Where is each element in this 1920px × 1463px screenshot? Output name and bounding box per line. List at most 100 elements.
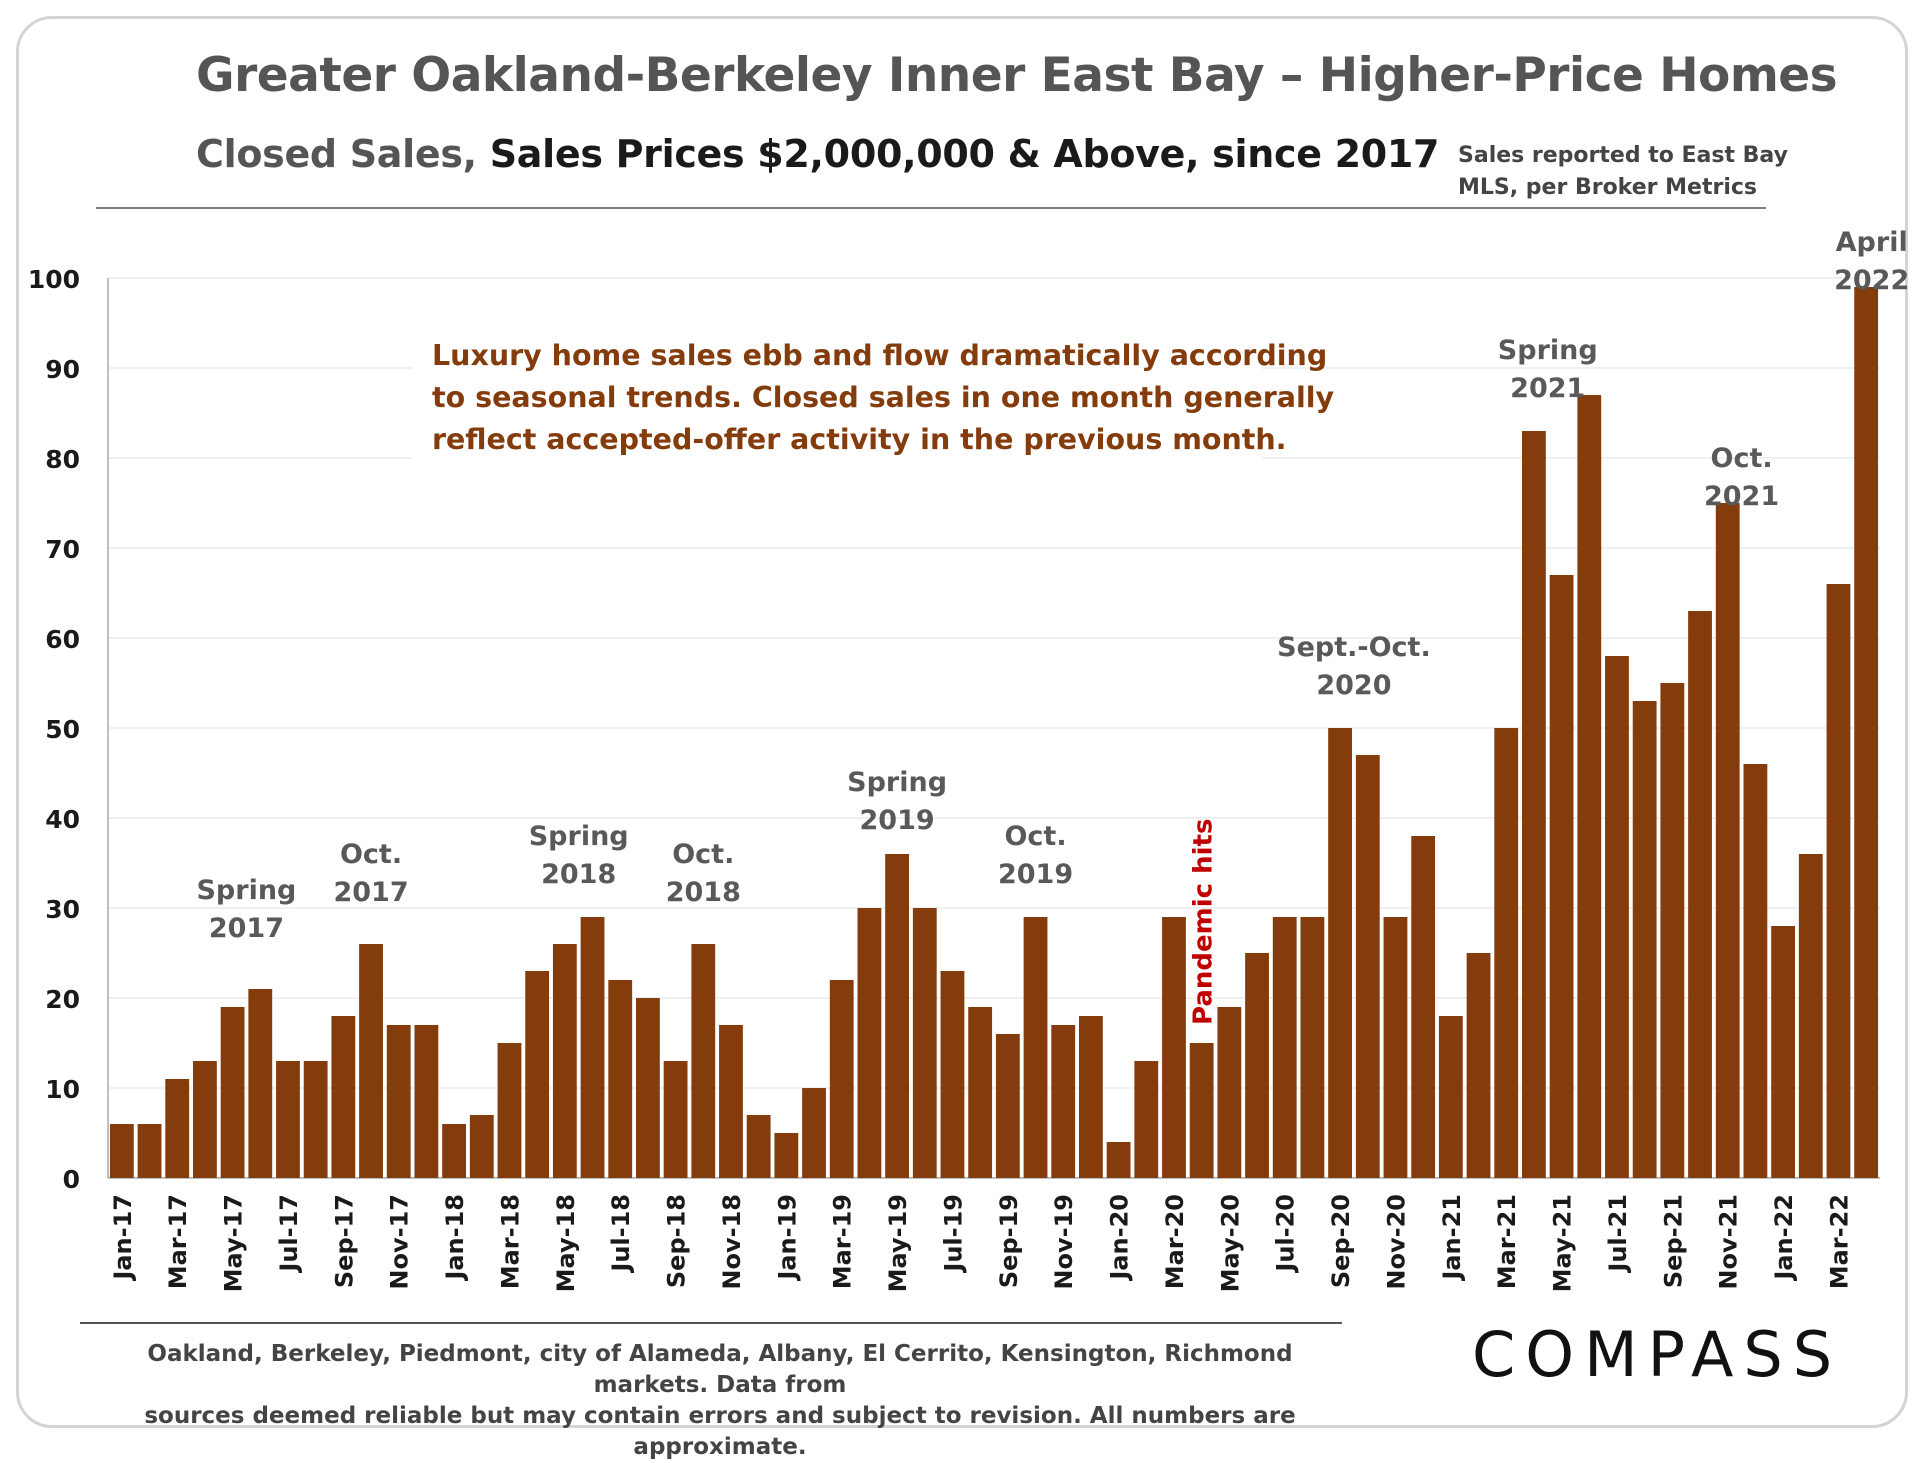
footnote-line-2: sources deemed reliable but may contain … (144, 1403, 1296, 1460)
bar-Nov-20 (1383, 917, 1408, 1178)
x-tick-label: Jan-17 (109, 1194, 137, 1282)
bar-Aug-18 (636, 998, 660, 1178)
annotations: Spring 2017 Oct. 2017 Spring 2018 Oct. 2018 Spri… (196, 227, 1909, 944)
annotation-label: 2021 (1510, 373, 1585, 404)
x-tick-label: Jan-20 (1106, 1194, 1134, 1282)
bar-Jun-20 (1245, 953, 1269, 1178)
bar-Sep-17 (331, 1016, 356, 1178)
chart-title: Greater Oakland-Berkeley Inner East Bay … (196, 48, 1838, 103)
chart-subtitle: Closed Sales, Sales Prices $2,000,000 & … (196, 132, 1439, 176)
y-tick-label: 70 (45, 535, 80, 564)
bar-Dec-19 (1079, 1016, 1103, 1178)
callout-background (412, 330, 1262, 470)
x-tick-label: May-19 (884, 1194, 912, 1292)
x-tick-label: May-18 (552, 1194, 580, 1292)
bar-Jul-19 (940, 971, 965, 1178)
bar-Aug-20 (1300, 917, 1325, 1178)
bar-Apr-17 (193, 1061, 217, 1178)
bar-Apr-18 (525, 971, 550, 1178)
footnote: Oakland, Berkeley, Piedmont, city of Ala… (100, 1339, 1340, 1463)
x-tick-label: Mar-21 (1493, 1194, 1521, 1289)
source-note: Sales reported to East Bay MLS, per Brok… (1458, 140, 1788, 204)
bar-Oct-17 (359, 944, 383, 1178)
x-tick-label: May-20 (1216, 1194, 1244, 1292)
bar-Jun-19 (912, 908, 937, 1178)
bar-Jul-20 (1272, 917, 1297, 1178)
x-tick-label: Mar-19 (829, 1194, 857, 1289)
bar-chart: 0 10 20 30 40 50 60 70 80 90 100 Jan-17 Mar-17 May-1… (28, 227, 1909, 1292)
source-line-2: MLS, per Broker Metrics (1458, 175, 1758, 200)
annotation-label: 2017 (209, 913, 284, 944)
bar-Dec-17 (414, 1025, 439, 1178)
y-tick-label: 40 (45, 805, 80, 834)
bar-Mar-19 (829, 980, 854, 1178)
subtitle-prefix: Closed Sales, (196, 132, 477, 176)
annotation-label: Spring (529, 821, 629, 852)
y-axis-ticks: 0 10 20 30 40 50 60 70 80 90 100 (28, 265, 80, 1194)
callout-line: Luxury home sales ebb and flow dramatica… (432, 339, 1327, 372)
bar-Feb-18 (469, 1115, 494, 1178)
annotation-label: 2018 (666, 877, 741, 908)
bar-Jul-21 (1605, 656, 1629, 1178)
footer-rule (80, 1322, 1342, 1324)
bar-Mar-17 (165, 1079, 190, 1178)
bar-Dec-21 (1743, 764, 1768, 1178)
x-tick-label: Jul-17 (275, 1194, 303, 1274)
y-tick-label: 60 (45, 625, 80, 654)
x-tick-label: Nov-19 (1050, 1194, 1078, 1290)
annotation-label: 2022 (1834, 265, 1909, 296)
bar-May-20 (1217, 1007, 1242, 1178)
subtitle-rest: Sales Prices $2,000,000 & Above, since 2… (476, 132, 1440, 176)
x-tick-label: Mar-22 (1825, 1194, 1853, 1289)
bar-May-21 (1549, 575, 1574, 1178)
bar-Apr-20 (1189, 1043, 1214, 1178)
bar-Feb-20 (1134, 1061, 1159, 1178)
bar-Oct-18 (691, 944, 716, 1178)
x-tick-label: Sep-17 (330, 1194, 358, 1288)
bar-Nov-18 (719, 1025, 743, 1178)
bar-Mar-18 (497, 1043, 522, 1178)
pandemic-label: Pandemic hits (1189, 819, 1219, 1025)
bar-Jun-18 (580, 917, 605, 1178)
bar-Apr-19 (857, 908, 882, 1178)
bar-Nov-21 (1715, 503, 1740, 1178)
annotation-label: Oct. (1711, 443, 1773, 474)
annotation-label: Spring (196, 875, 296, 906)
bar-Jan-17 (109, 1124, 134, 1178)
x-tick-label: Jan-18 (441, 1194, 469, 1282)
bar-Sep-18 (663, 1061, 688, 1178)
x-tick-label: Nov-18 (718, 1194, 746, 1290)
annotation-label: Oct. (1004, 821, 1066, 852)
x-tick-label: Jul-19 (939, 1194, 967, 1274)
x-tick-label: Mar-17 (164, 1194, 192, 1289)
bar-Feb-22 (1798, 854, 1823, 1178)
bar-Jan-21 (1438, 1016, 1463, 1178)
x-tick-label: Jul-21 (1604, 1194, 1632, 1274)
bar-Apr-22 (1854, 287, 1879, 1178)
bar-Dec-18 (746, 1115, 771, 1178)
annotation-label: 2018 (541, 859, 616, 890)
x-tick-label: May-21 (1549, 1194, 1577, 1292)
bar-May-18 (552, 944, 577, 1178)
bar-May-17 (220, 1007, 245, 1178)
y-tick-label: 100 (28, 265, 80, 294)
callout-line: to seasonal trends. Closed sales in one … (432, 381, 1335, 414)
annotation-label: April (1836, 227, 1908, 258)
bar-Sep-19 (995, 1034, 1020, 1178)
x-tick-label: Nov-17 (386, 1194, 414, 1290)
bar-Mar-21 (1494, 728, 1519, 1178)
callout-line: reflect accepted-offer activity in the p… (432, 423, 1287, 456)
annotation-label: Oct. (340, 839, 402, 870)
x-tick-label: Jul-18 (607, 1194, 635, 1274)
source-line-1: Sales reported to East Bay (1458, 143, 1788, 168)
x-tick-label: Jan-22 (1770, 1194, 1798, 1282)
callout-text: Luxury home sales ebb and flow dramatica… (412, 330, 1335, 470)
bar-Apr-21 (1522, 431, 1546, 1178)
bar-Nov-17 (386, 1025, 411, 1178)
bar-Jul-17 (276, 1061, 300, 1178)
x-tick-label: Mar-18 (496, 1194, 524, 1289)
bar-Mar-20 (1162, 917, 1186, 1178)
bar-Feb-19 (802, 1088, 826, 1178)
bar-Oct-21 (1688, 611, 1712, 1178)
x-tick-label: Jan-21 (1438, 1194, 1466, 1282)
